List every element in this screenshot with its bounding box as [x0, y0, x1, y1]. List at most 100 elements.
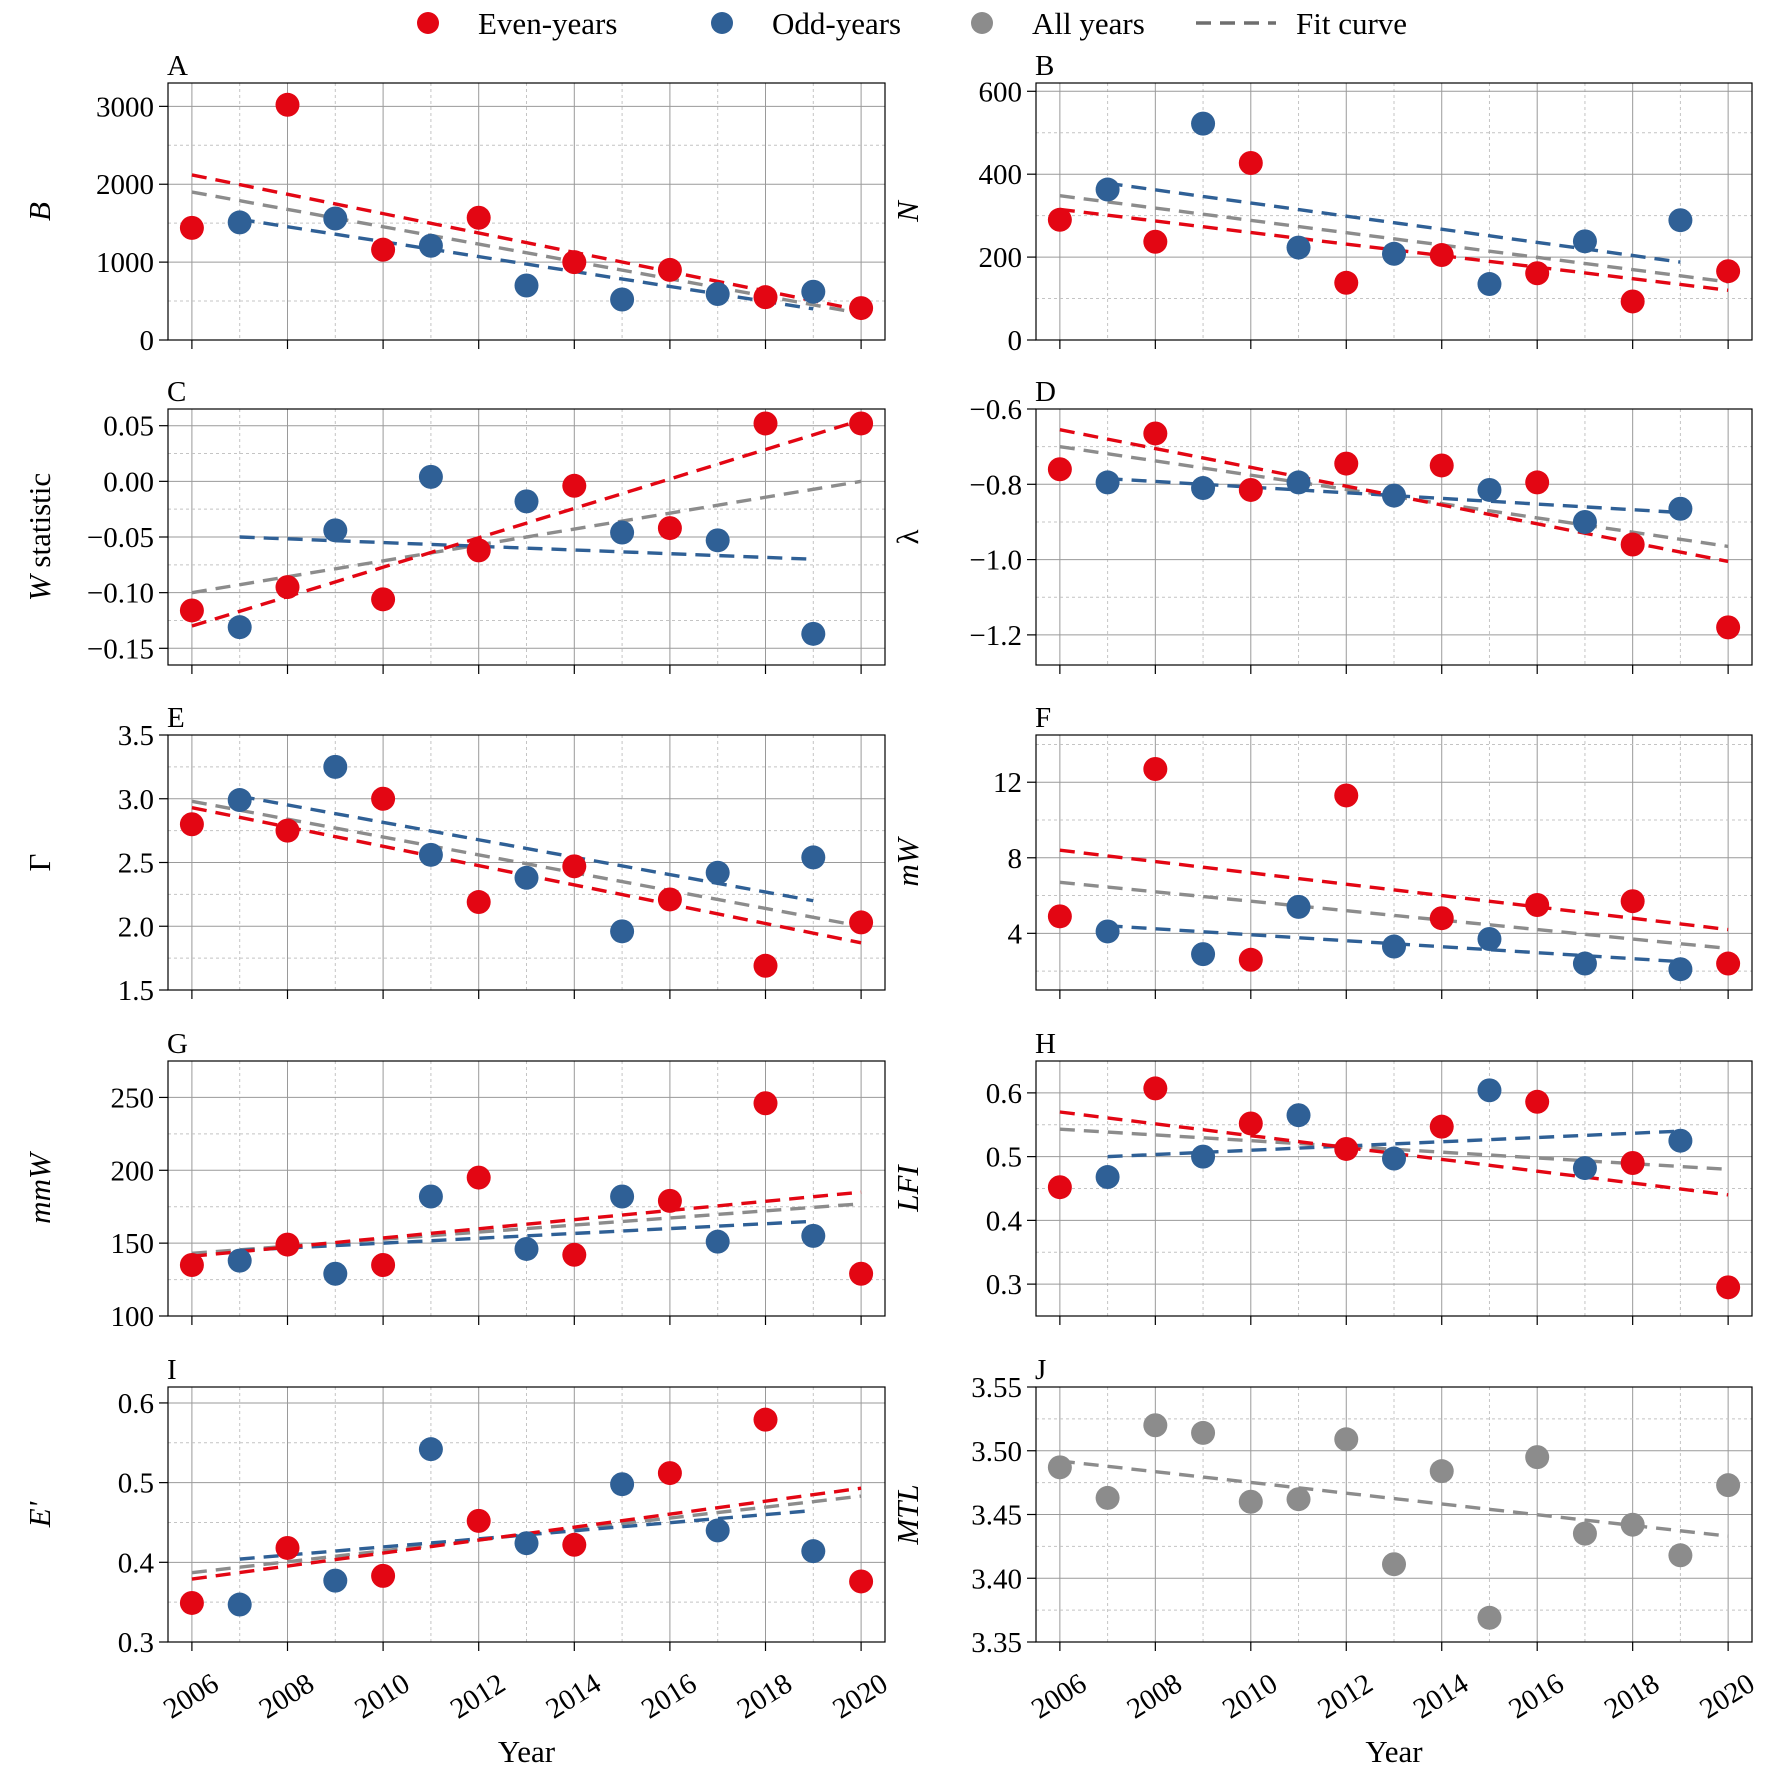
point-even: [179, 215, 204, 240]
legend-label-all-years: All years: [1032, 6, 1145, 41]
point-even: [466, 205, 491, 230]
point-odd: [227, 788, 252, 813]
point-even: [1334, 270, 1359, 295]
point-even: [1143, 757, 1168, 781]
y-tick-label: 3.35: [971, 1627, 1022, 1659]
point-even: [179, 812, 204, 837]
point-even: [275, 1535, 300, 1560]
fit-line-even: [1059, 848, 1729, 932]
y-tick-label: 8: [1008, 843, 1023, 875]
panel-letter: B: [1035, 50, 1054, 82]
point-all: [1286, 1487, 1311, 1512]
point-even: [753, 285, 778, 310]
panel-letter: E: [167, 702, 185, 734]
fit-line-even: [191, 173, 862, 313]
point-even: [1429, 453, 1454, 478]
point-even: [657, 1461, 682, 1486]
y-tick-label: −0.10: [87, 578, 154, 610]
point-even: [1143, 421, 1168, 446]
point-even: [849, 1569, 874, 1594]
y-axis-label-symbol: LFI: [890, 1164, 925, 1213]
point-odd: [1477, 1078, 1502, 1103]
y-tick-label: 200: [979, 242, 1023, 274]
point-even: [1716, 259, 1741, 284]
panel-letter: F: [1035, 702, 1051, 734]
point-even: [1429, 1114, 1454, 1139]
y-tick-label: −1.0: [969, 545, 1022, 577]
point-even: [371, 1563, 396, 1588]
point-all: [1191, 1420, 1216, 1445]
point-even: [753, 1407, 778, 1432]
point-even: [1047, 904, 1072, 929]
point-all: [1620, 1512, 1645, 1537]
point-odd: [610, 287, 635, 312]
point-odd: [705, 1518, 730, 1543]
legend-label-even-years: Even-years: [478, 6, 617, 41]
panel-f-grid: [1036, 735, 1752, 990]
point-all: [1572, 1521, 1597, 1546]
y-tick-label: 0.3: [986, 1269, 1022, 1301]
panel-j: 3.35 3.40 3.45 3.50 3.55 J MTL 2006 2008 2010 2012…: [890, 1354, 1760, 1725]
fit-line-all: [191, 1202, 862, 1256]
point-even: [1047, 207, 1072, 232]
point-odd: [1382, 241, 1406, 266]
point-even: [179, 598, 204, 623]
point-all: [1238, 1489, 1263, 1514]
point-odd: [514, 1236, 539, 1261]
fit-line-all: [191, 799, 862, 928]
y-tick-label: 0: [1008, 325, 1023, 357]
y-axis-label-suffix: statistic: [22, 473, 57, 575]
point-all: [1143, 1413, 1168, 1438]
x-tick-label: 2014: [1408, 1667, 1475, 1725]
point-even: [1334, 451, 1359, 476]
panel-h: 0.3 0.4 0.5 0.6 H LFI: [890, 1028, 1753, 1325]
point-even: [1716, 951, 1741, 976]
point-odd: [418, 464, 443, 489]
y-tick-label: −0.6: [969, 394, 1022, 426]
panel-letter: C: [167, 376, 186, 408]
panel-i: 0.3 0.4 0.5 0.6 I E' 2006 2008 2010 2012 2014 2016 2…: [22, 1354, 893, 1725]
legend-marker-odd-years: [711, 12, 733, 34]
panel-d: −1.2 −1.0 −0.8 −0.6 Dλ: [890, 376, 1753, 674]
point-odd: [1382, 934, 1406, 959]
point-odd: [1095, 470, 1120, 495]
point-even: [371, 587, 396, 612]
legend-label-odd-years: Odd-years: [772, 6, 901, 41]
point-even: [1525, 1089, 1550, 1114]
panel-a-frame: [167, 82, 886, 341]
panel-i-frame: [167, 1386, 886, 1643]
point-odd: [1286, 470, 1311, 495]
point-even: [562, 1532, 587, 1557]
point-odd: [1095, 1165, 1120, 1190]
panel-letter: G: [167, 1028, 188, 1060]
point-odd: [514, 1531, 539, 1556]
y-tick-label: 0.5: [986, 1142, 1022, 1174]
fit-line-all: [191, 479, 862, 595]
point-all: [1382, 1552, 1406, 1577]
legend-marker-even-years: [417, 12, 439, 34]
point-odd: [610, 919, 635, 944]
point-odd: [418, 1437, 443, 1462]
point-even: [1525, 470, 1550, 495]
point-even: [849, 296, 874, 321]
fit-line-all: [191, 190, 862, 316]
point-odd: [801, 1223, 826, 1248]
x-tick-label: 2020: [1694, 1667, 1760, 1725]
panel-letter: A: [167, 50, 188, 82]
point-even: [657, 887, 682, 912]
point-even: [562, 473, 587, 498]
x-tick-label: 2018: [732, 1667, 798, 1725]
y-tick-label: 0.00: [103, 466, 154, 498]
point-even: [1047, 457, 1072, 482]
point-even: [466, 890, 491, 915]
point-all: [1429, 1459, 1454, 1484]
panel-a: 0 1000 2000 3000 A B: [22, 50, 886, 357]
panel-g-grid: [168, 1061, 885, 1316]
point-even: [849, 1261, 874, 1286]
point-even: [275, 818, 300, 843]
y-tick-label: 4: [1008, 918, 1023, 950]
point-even: [1238, 477, 1263, 502]
point-even: [1620, 889, 1645, 914]
x-tick-label: 2008: [254, 1667, 320, 1725]
